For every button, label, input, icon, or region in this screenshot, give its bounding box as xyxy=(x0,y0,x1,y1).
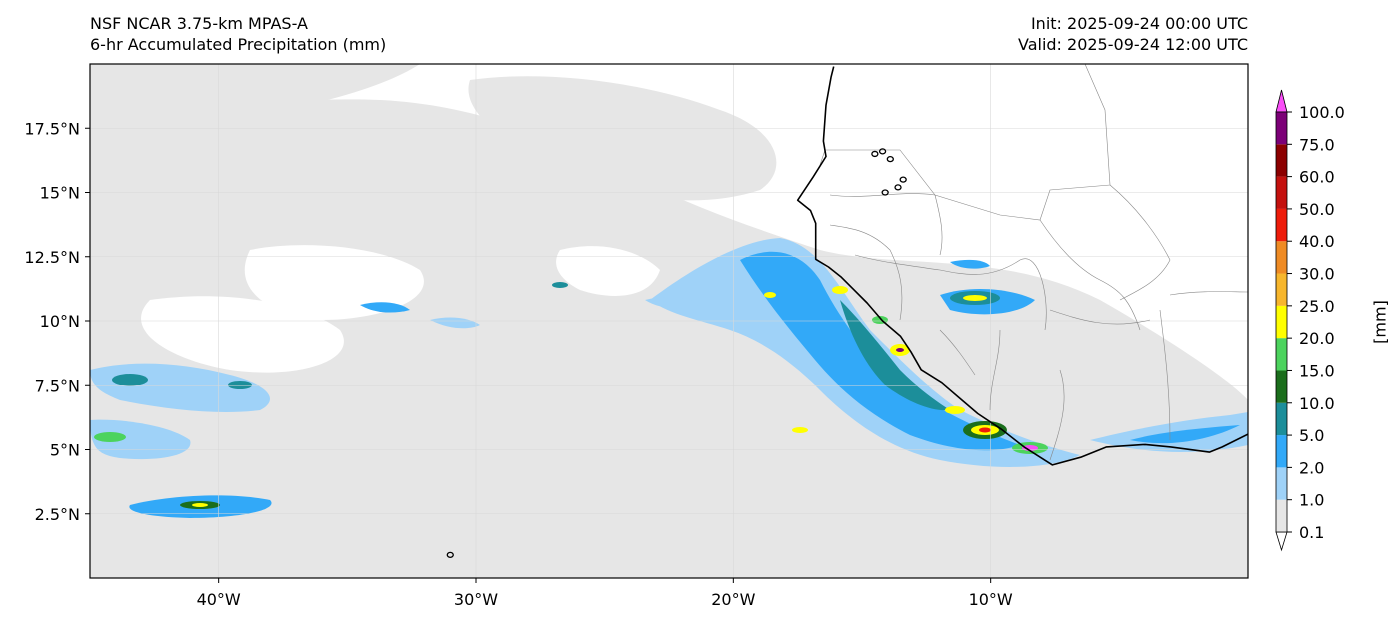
colorbar-level-label: 30.0 xyxy=(1299,265,1335,284)
colorbar-level-label: 15.0 xyxy=(1299,361,1335,380)
west-africa-coastline xyxy=(796,66,1248,466)
colorbar-level-label: 100.0 xyxy=(1299,103,1345,122)
colorbar-swatch xyxy=(1276,241,1287,274)
island xyxy=(881,189,889,196)
lat-tick-label: 12.5°N xyxy=(24,248,80,267)
colorbar-extend-min xyxy=(1275,531,1288,552)
colorbar-swatch xyxy=(1276,112,1287,145)
colorbar-swatch xyxy=(1276,402,1287,436)
init-time: Init: 2025-09-24 00:00 UTC xyxy=(1030,14,1248,33)
lon-tick-label: 40°W xyxy=(197,590,241,609)
colorbar-level-label: 1.0 xyxy=(1299,491,1324,510)
island xyxy=(899,176,907,183)
longitude-axis: 40°W 30°W 20°W 10°W xyxy=(197,578,1013,609)
colorbar-level-label: 0.1 xyxy=(1299,523,1324,542)
colorbar-swatch xyxy=(1276,370,1287,403)
colorbar-unit-label: [mm] xyxy=(1371,300,1390,344)
colorbar-swatch xyxy=(1276,499,1287,532)
lat-tick-label: 7.5°N xyxy=(35,376,80,395)
island xyxy=(886,155,894,163)
colorbar-level-label: 40.0 xyxy=(1299,232,1335,251)
colorbar-level-label: 5.0 xyxy=(1299,426,1324,445)
map-area xyxy=(90,64,1248,578)
lon-tick-label: 20°W xyxy=(711,590,755,609)
model-title: NSF NCAR 3.75-km MPAS-A xyxy=(90,14,308,33)
colorbar-level-label: 10.0 xyxy=(1299,394,1335,413)
heavy-precip-layer xyxy=(94,282,1048,509)
valid-time: Valid: 2025-09-24 12:00 UTC xyxy=(1017,35,1248,54)
lat-tick-label: 5°N xyxy=(50,441,80,460)
lat-tick-label: 10°N xyxy=(40,312,80,331)
lat-tick-label: 15°N xyxy=(40,184,80,203)
colorbar-swatch xyxy=(1276,435,1287,468)
island xyxy=(878,148,887,155)
colorbar-swatch xyxy=(1276,176,1287,209)
lat-tick-label: 17.5°N xyxy=(24,119,80,138)
colorbar-extend-max xyxy=(1275,89,1288,113)
island xyxy=(894,184,902,191)
colorbar-swatch xyxy=(1276,144,1287,177)
colorbar-swatch xyxy=(1276,208,1287,242)
colorbar-swatch xyxy=(1276,273,1287,306)
island xyxy=(871,150,879,158)
colorbar-level-label: 2.0 xyxy=(1299,458,1324,477)
colorbar-swatch xyxy=(1276,467,1287,500)
colorbar: 0.1 1.0 2.0 5.0 10.0 15.0 20.0 25.0 30.0 40.0 50.0… xyxy=(1275,89,1345,552)
latitude-axis: 2.5°N 5°N 7.5°N 10°N 12.5°N 15°N 17.5°N xyxy=(24,119,90,524)
colorbar-swatch xyxy=(1276,305,1287,339)
lon-tick-label: 30°W xyxy=(454,590,498,609)
island xyxy=(446,551,454,559)
coastline xyxy=(446,66,1248,559)
lon-tick-label: 10°W xyxy=(969,590,1013,609)
colorbar-outline xyxy=(1275,111,1288,533)
country-borders xyxy=(819,64,1248,461)
colorbar-level-label: 75.0 xyxy=(1299,135,1335,154)
map-gridlines xyxy=(90,64,1248,578)
colorbar-level-label: 20.0 xyxy=(1299,329,1335,348)
field-title: 6-hr Accumulated Precipitation (mm) xyxy=(90,35,387,54)
colorbar-level-label: 60.0 xyxy=(1299,168,1335,187)
colorbar-level-label: 25.0 xyxy=(1299,297,1335,316)
lat-tick-label: 2.5°N xyxy=(35,505,80,524)
colorbar-level-label: 50.0 xyxy=(1299,200,1335,219)
colorbar-swatch xyxy=(1276,338,1287,371)
